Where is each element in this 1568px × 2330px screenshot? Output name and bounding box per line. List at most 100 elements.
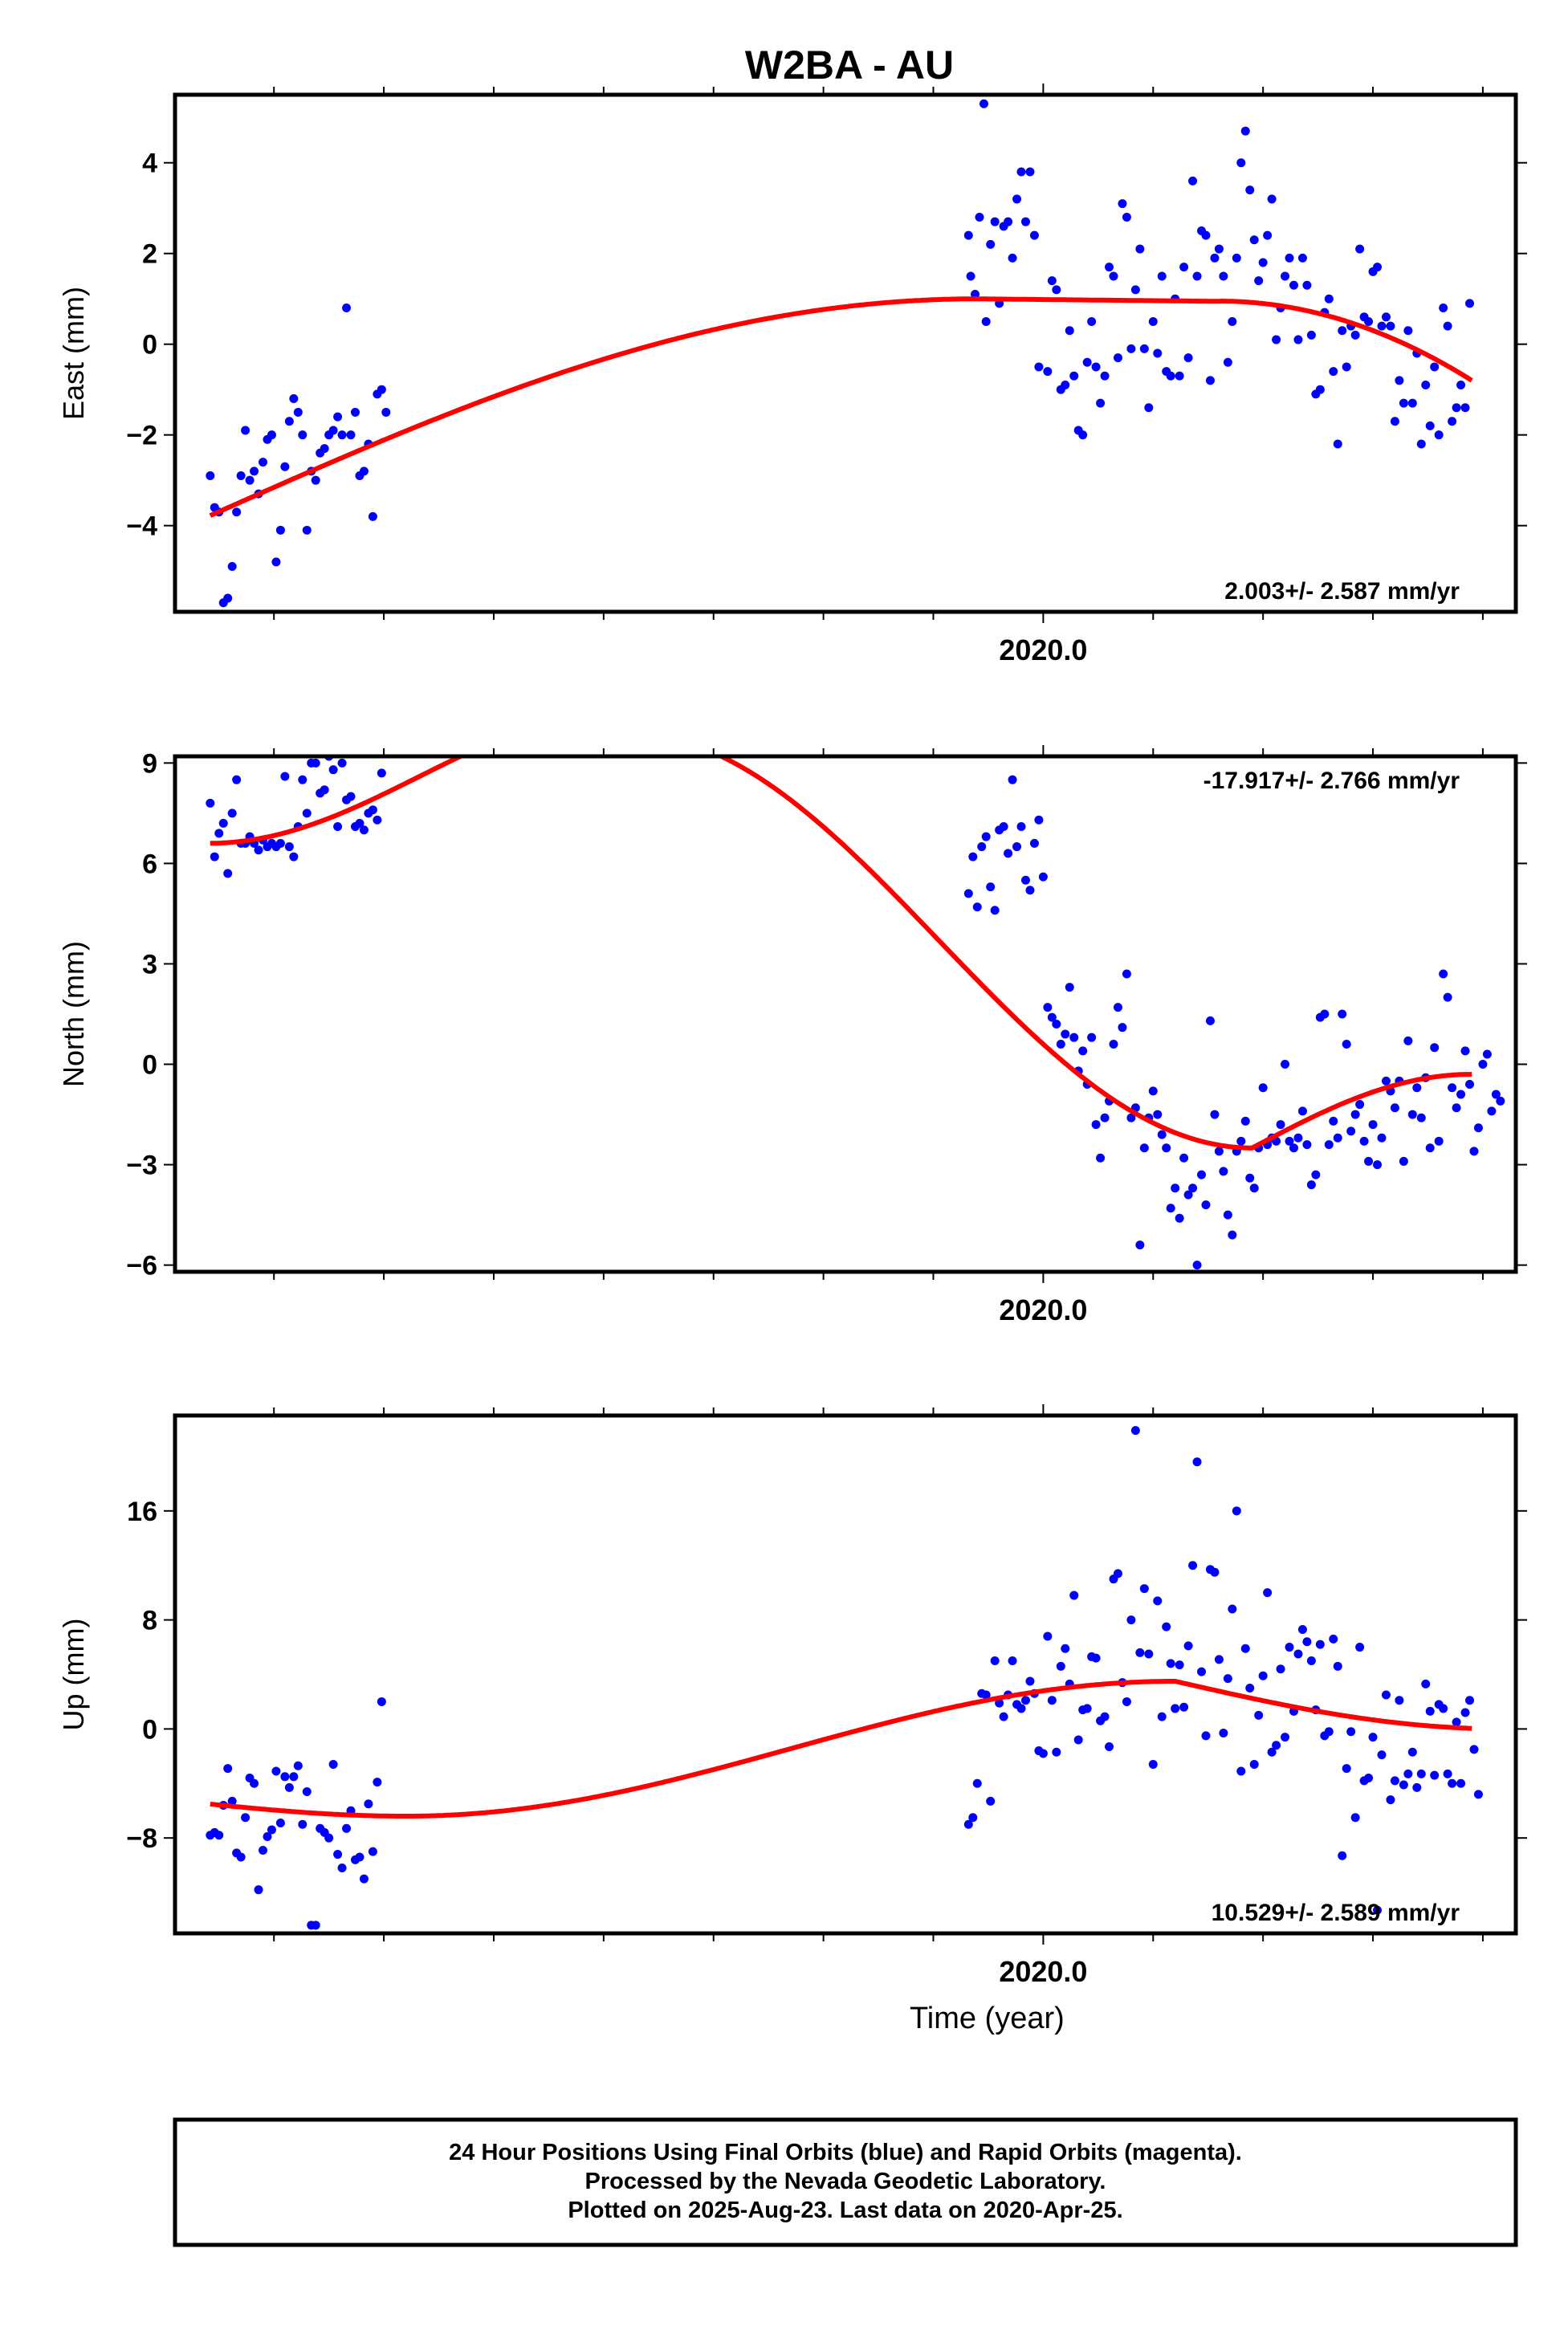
data-point bbox=[298, 1819, 307, 1829]
data-point bbox=[1285, 1136, 1294, 1146]
data-point bbox=[1399, 1780, 1408, 1790]
data-point bbox=[250, 466, 259, 476]
data-point bbox=[337, 430, 347, 440]
data-point bbox=[1188, 1561, 1198, 1570]
data-point bbox=[1171, 1704, 1180, 1713]
data-point bbox=[1395, 1696, 1404, 1705]
data-point bbox=[1004, 217, 1013, 226]
data-point bbox=[1025, 886, 1035, 895]
data-point bbox=[1293, 1649, 1303, 1659]
data-point bbox=[324, 1833, 334, 1843]
data-point bbox=[1364, 316, 1374, 326]
data-point bbox=[1034, 815, 1044, 825]
data-point bbox=[968, 852, 978, 862]
data-point bbox=[1130, 1426, 1140, 1436]
data-point bbox=[1306, 1656, 1316, 1666]
plot-frame bbox=[173, 754, 1518, 1274]
plot-area bbox=[206, 756, 1505, 1270]
data-point bbox=[1390, 1103, 1399, 1113]
data-point bbox=[1008, 775, 1017, 784]
data-point bbox=[995, 1698, 1004, 1708]
data-point bbox=[1087, 316, 1097, 326]
data-point bbox=[1329, 367, 1338, 377]
data-point bbox=[1105, 1741, 1114, 1751]
data-point bbox=[1381, 1690, 1391, 1700]
data-point bbox=[1456, 381, 1466, 390]
data-point bbox=[1078, 430, 1088, 440]
data-point bbox=[1012, 842, 1022, 852]
x-tick-label: 2020.0 bbox=[999, 1955, 1087, 1988]
data-point bbox=[972, 1778, 982, 1788]
y-tick-label: 6 bbox=[142, 849, 157, 879]
data-point bbox=[1421, 1679, 1431, 1688]
data-point bbox=[1289, 280, 1298, 290]
data-point bbox=[267, 430, 276, 440]
data-point bbox=[236, 471, 246, 481]
data-point bbox=[1016, 167, 1026, 177]
data-point bbox=[311, 475, 320, 485]
data-point bbox=[1403, 326, 1413, 336]
data-point bbox=[1293, 1133, 1303, 1143]
data-point bbox=[1047, 1012, 1057, 1022]
data-point bbox=[1148, 1086, 1158, 1096]
data-point bbox=[1240, 1644, 1250, 1653]
data-point bbox=[1153, 1596, 1163, 1606]
data-point bbox=[1249, 1760, 1259, 1770]
y-axis-label: East (mm) bbox=[57, 287, 90, 420]
panel-2: 2020.0 −6 −3 0 3 6 9 North (mm) -17.917+/- 2.766… bbox=[57, 745, 1527, 1326]
data-point bbox=[206, 798, 215, 808]
data-point bbox=[1469, 1147, 1479, 1156]
data-point bbox=[990, 906, 1000, 915]
data-point bbox=[1364, 1156, 1374, 1166]
data-point bbox=[1289, 1143, 1298, 1153]
data-point bbox=[1052, 1747, 1061, 1757]
data-point bbox=[1135, 244, 1145, 254]
data-point bbox=[293, 1761, 303, 1770]
panels: 2020.0 −4 −2 0 2 4 East (mm) 2.003+/- 2.587 mm/… bbox=[57, 84, 1527, 2035]
data-point bbox=[1197, 1170, 1207, 1179]
data-point bbox=[1038, 872, 1048, 882]
data-point bbox=[1179, 1702, 1189, 1712]
data-point bbox=[1430, 1043, 1440, 1053]
data-point bbox=[1052, 1020, 1061, 1029]
data-point bbox=[284, 1782, 294, 1792]
data-point bbox=[1109, 1040, 1118, 1049]
footer-frame bbox=[173, 2117, 1518, 2247]
data-point bbox=[1096, 398, 1106, 408]
data-point bbox=[1448, 1083, 1457, 1093]
rate-annotation: 2.003+/- 2.587 mm/yr bbox=[1224, 578, 1460, 605]
data-point bbox=[1297, 1624, 1307, 1634]
data-point bbox=[1223, 1210, 1232, 1220]
data-point bbox=[1359, 1136, 1369, 1146]
data-point bbox=[1228, 1230, 1237, 1240]
fit-curve bbox=[209, 296, 1473, 518]
data-point bbox=[1263, 1588, 1273, 1598]
data-point bbox=[1113, 353, 1122, 363]
data-point bbox=[1473, 1123, 1483, 1133]
data-point bbox=[328, 765, 338, 775]
data-point bbox=[1285, 1643, 1294, 1652]
data-point bbox=[1105, 263, 1114, 272]
y-tick-label: 0 bbox=[142, 1050, 157, 1081]
data-point bbox=[1034, 362, 1044, 372]
data-point bbox=[1272, 1741, 1281, 1750]
footer-line-2: Processed by the Nevada Geodetic Laborat… bbox=[585, 2169, 1106, 2194]
data-point bbox=[1210, 1567, 1220, 1577]
data-point bbox=[1443, 992, 1452, 1002]
data-point bbox=[1342, 1040, 1351, 1049]
footer-line-1: 24 Hour Positions Using Final Orbits (bl… bbox=[449, 2140, 1242, 2165]
data-point bbox=[1183, 1190, 1193, 1200]
data-point bbox=[1091, 1120, 1101, 1130]
data-point bbox=[1004, 849, 1013, 858]
data-point bbox=[1281, 1060, 1290, 1069]
data-point bbox=[368, 511, 377, 521]
data-point bbox=[1144, 1649, 1154, 1659]
data-point bbox=[1443, 1769, 1452, 1778]
data-point bbox=[1249, 1183, 1259, 1193]
data-point bbox=[1297, 253, 1307, 263]
data-point bbox=[1201, 1200, 1211, 1210]
data-point bbox=[1157, 271, 1167, 281]
data-point bbox=[977, 842, 987, 852]
data-point bbox=[1263, 230, 1273, 240]
x-axis-label: Time (year) bbox=[910, 2002, 1065, 2035]
